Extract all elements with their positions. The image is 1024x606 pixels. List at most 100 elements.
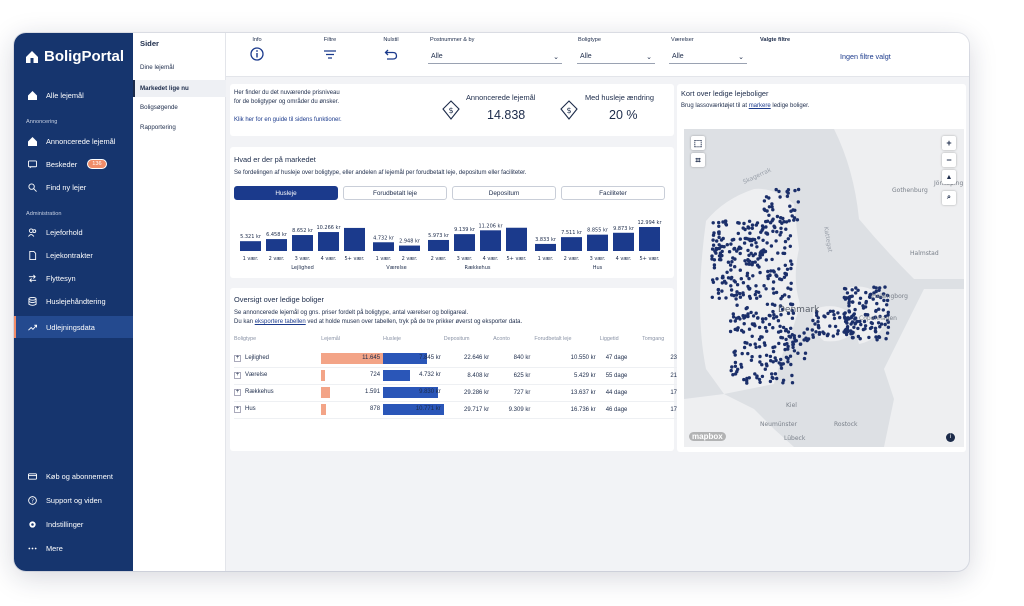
- listing-dot[interactable]: [770, 302, 775, 306]
- sidebar-item-more[interactable]: Mere: [14, 537, 133, 559]
- listing-dot[interactable]: [836, 311, 840, 315]
- listing-dot[interactable]: [881, 308, 885, 312]
- page-link-reporting[interactable]: Rapportering: [140, 124, 176, 131]
- listing-dot[interactable]: [756, 316, 760, 320]
- listing-dot[interactable]: [710, 247, 715, 251]
- listing-dot[interactable]: [876, 321, 881, 325]
- listing-dot[interactable]: [885, 298, 890, 303]
- listing-dot[interactable]: [724, 222, 728, 226]
- listing-dot[interactable]: [721, 274, 725, 278]
- listing-dot[interactable]: [757, 337, 762, 341]
- listing-dot[interactable]: [738, 317, 742, 321]
- listing-dot[interactable]: [734, 293, 739, 297]
- listing-dot[interactable]: [751, 253, 755, 258]
- listing-dot[interactable]: [754, 241, 758, 245]
- listing-dot[interactable]: [787, 219, 791, 223]
- listing-dot[interactable]: [762, 207, 766, 211]
- listing-dot[interactable]: [726, 260, 731, 264]
- listing-dot[interactable]: [786, 330, 791, 334]
- listing-dot[interactable]: [746, 248, 750, 253]
- listing-dot[interactable]: [730, 365, 734, 369]
- listing-dot[interactable]: [867, 335, 871, 340]
- bar[interactable]: [318, 232, 339, 251]
- listing-dot[interactable]: [874, 335, 878, 339]
- listing-dot[interactable]: [757, 377, 762, 382]
- listing-dot[interactable]: [712, 263, 717, 267]
- listing-dot[interactable]: [739, 362, 743, 367]
- listing-dot[interactable]: [789, 287, 793, 291]
- col-header-deposit[interactable]: Depositum: [443, 336, 470, 342]
- listing-dot[interactable]: [791, 311, 796, 315]
- listing-dot[interactable]: [763, 325, 768, 330]
- listing-dot[interactable]: [729, 284, 733, 288]
- listing-dot[interactable]: [847, 309, 851, 313]
- listing-dot[interactable]: [711, 221, 715, 225]
- listing-dot[interactable]: [884, 337, 888, 341]
- listing-dot[interactable]: [871, 297, 875, 301]
- listing-dot[interactable]: [733, 265, 737, 269]
- listing-dot[interactable]: [790, 302, 794, 307]
- listing-dot[interactable]: [863, 324, 868, 328]
- listing-dot[interactable]: [755, 296, 759, 300]
- guide-link[interactable]: Klik her for en guide til sidens funktio…: [234, 117, 342, 123]
- listing-dot[interactable]: [813, 322, 817, 326]
- listing-dot[interactable]: [741, 281, 746, 285]
- page-link-your-properties[interactable]: Dine lejemål: [140, 64, 175, 71]
- listing-dot[interactable]: [858, 337, 862, 341]
- listing-dot[interactable]: [789, 266, 793, 271]
- listing-dot[interactable]: [782, 275, 787, 279]
- listing-dot[interactable]: [754, 311, 758, 315]
- listing-dot[interactable]: [762, 341, 767, 345]
- sidebar-item-move-inspection[interactable]: Flyttesyn: [14, 267, 133, 289]
- listing-dot[interactable]: [790, 381, 795, 385]
- listing-dot[interactable]: [814, 330, 818, 334]
- listing-dot[interactable]: [795, 218, 800, 222]
- listing-dot[interactable]: [770, 205, 774, 209]
- listing-dot[interactable]: [870, 321, 874, 326]
- listing-dot[interactable]: [774, 239, 778, 243]
- logo[interactable]: BoligPortal: [25, 48, 124, 65]
- listing-dot[interactable]: [875, 338, 879, 342]
- listing-dot[interactable]: [771, 360, 775, 364]
- listing-dot[interactable]: [781, 216, 785, 221]
- listing-dot[interactable]: [847, 301, 851, 305]
- listing-dot[interactable]: [771, 229, 775, 233]
- listing-dot[interactable]: [731, 312, 735, 316]
- listing-dot[interactable]: [789, 209, 793, 213]
- listing-dot[interactable]: [755, 376, 759, 380]
- sidebar-item-rental-data[interactable]: Udlejningsdata: [14, 316, 133, 338]
- listing-dot[interactable]: [816, 316, 820, 320]
- listing-dot[interactable]: [842, 330, 846, 334]
- listing-dot[interactable]: [787, 295, 791, 299]
- table-row[interactable]: + Hus 878 10.771 kr 29.717 kr 9.309 kr 16.736 …: [234, 401, 688, 419]
- listing-dot[interactable]: [714, 246, 718, 251]
- listing-dot[interactable]: [733, 327, 737, 332]
- listing-dot[interactable]: [755, 245, 759, 249]
- listing-dot[interactable]: [785, 194, 790, 198]
- listing-dot[interactable]: [735, 290, 739, 294]
- listing-dot[interactable]: [758, 380, 762, 384]
- listing-dot[interactable]: [767, 205, 772, 209]
- listing-dot[interactable]: [720, 289, 724, 293]
- listing-dot[interactable]: [765, 329, 769, 333]
- listing-dot[interactable]: [733, 360, 738, 365]
- listing-dot[interactable]: [826, 332, 830, 336]
- listing-dot[interactable]: [728, 329, 733, 334]
- listing-dot[interactable]: [711, 238, 715, 242]
- listing-dot[interactable]: [779, 357, 783, 362]
- listing-dot[interactable]: [777, 189, 781, 194]
- listing-dot[interactable]: [729, 268, 733, 272]
- listing-dot[interactable]: [740, 351, 744, 356]
- listing-dot[interactable]: [762, 250, 766, 254]
- listing-dot[interactable]: [761, 320, 765, 324]
- sidebar-item-all-properties[interactable]: Alle lejemål: [14, 84, 133, 106]
- listing-dot[interactable]: [878, 314, 882, 319]
- listing-dot[interactable]: [710, 295, 714, 299]
- listing-dot[interactable]: [792, 218, 796, 222]
- listing-dot[interactable]: [758, 354, 762, 359]
- listing-dot[interactable]: [792, 336, 797, 340]
- listing-dot[interactable]: [814, 311, 819, 315]
- listing-dot[interactable]: [748, 259, 752, 263]
- export-table-link[interactable]: eksportere tabellen: [254, 319, 306, 325]
- listing-dot[interactable]: [816, 323, 821, 328]
